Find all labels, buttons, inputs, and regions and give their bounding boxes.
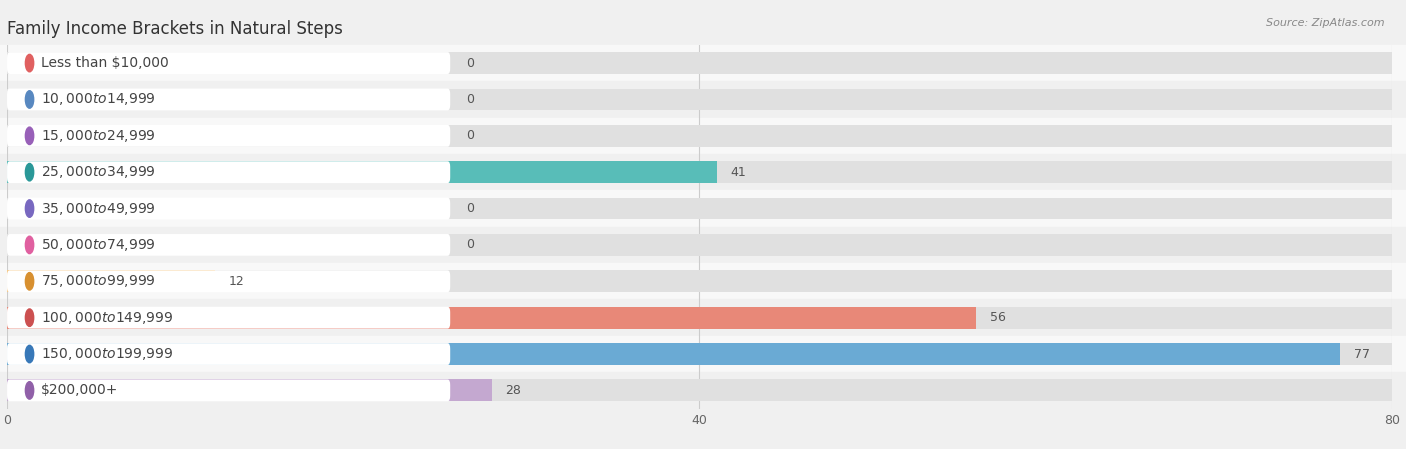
Bar [0, 154, 1406, 190]
Text: $200,000+: $200,000+ [41, 383, 118, 397]
Bar [0, 227, 1406, 263]
Text: $35,000 to $49,999: $35,000 to $49,999 [41, 201, 156, 216]
Bar [0, 372, 1406, 409]
Circle shape [25, 200, 34, 217]
Text: 0: 0 [465, 238, 474, 251]
FancyBboxPatch shape [7, 161, 450, 183]
Text: 0: 0 [465, 202, 474, 215]
Text: Family Income Brackets in Natural Steps: Family Income Brackets in Natural Steps [7, 20, 343, 38]
FancyBboxPatch shape [7, 343, 450, 365]
Text: $15,000 to $24,999: $15,000 to $24,999 [41, 128, 156, 144]
Text: 41: 41 [731, 166, 747, 179]
Bar [7, 379, 492, 401]
Text: Source: ZipAtlas.com: Source: ZipAtlas.com [1267, 18, 1385, 28]
Text: 56: 56 [990, 311, 1007, 324]
Bar [0, 263, 1406, 299]
Bar [7, 307, 1392, 329]
Text: 28: 28 [506, 384, 522, 397]
Text: $25,000 to $34,999: $25,000 to $34,999 [41, 164, 156, 180]
FancyBboxPatch shape [7, 198, 450, 220]
Bar [7, 88, 1392, 110]
Text: $75,000 to $99,999: $75,000 to $99,999 [41, 273, 156, 289]
FancyBboxPatch shape [7, 234, 450, 256]
Bar [7, 198, 1392, 220]
FancyBboxPatch shape [7, 88, 450, 110]
Text: $10,000 to $14,999: $10,000 to $14,999 [41, 92, 156, 107]
Bar [0, 118, 1406, 154]
Bar [7, 234, 1392, 256]
Bar [7, 343, 1392, 365]
Bar [0, 299, 1406, 336]
Text: Less than $10,000: Less than $10,000 [41, 56, 169, 70]
Bar [7, 270, 215, 292]
Circle shape [25, 54, 34, 72]
Text: $100,000 to $149,999: $100,000 to $149,999 [41, 310, 173, 326]
Circle shape [25, 127, 34, 145]
Bar [7, 270, 1392, 292]
Circle shape [25, 236, 34, 254]
Bar [7, 307, 977, 329]
Bar [0, 45, 1406, 81]
Text: 0: 0 [465, 129, 474, 142]
Bar [0, 81, 1406, 118]
Circle shape [25, 309, 34, 326]
Circle shape [25, 345, 34, 363]
Bar [7, 52, 1392, 74]
Circle shape [25, 163, 34, 181]
Text: $50,000 to $74,999: $50,000 to $74,999 [41, 237, 156, 253]
FancyBboxPatch shape [7, 52, 450, 74]
Circle shape [25, 91, 34, 108]
Bar [7, 161, 1392, 183]
Bar [0, 336, 1406, 372]
Circle shape [25, 273, 34, 290]
Bar [0, 190, 1406, 227]
Text: 12: 12 [229, 275, 245, 288]
Bar [7, 161, 717, 183]
FancyBboxPatch shape [7, 125, 450, 147]
Bar [7, 379, 1392, 401]
Text: 0: 0 [465, 57, 474, 70]
FancyBboxPatch shape [7, 270, 450, 292]
Bar [7, 125, 1392, 147]
Circle shape [25, 382, 34, 399]
Text: $150,000 to $199,999: $150,000 to $199,999 [41, 346, 173, 362]
FancyBboxPatch shape [7, 379, 450, 401]
Bar [7, 343, 1340, 365]
Text: 77: 77 [1354, 348, 1369, 361]
Text: 0: 0 [465, 93, 474, 106]
FancyBboxPatch shape [7, 307, 450, 329]
